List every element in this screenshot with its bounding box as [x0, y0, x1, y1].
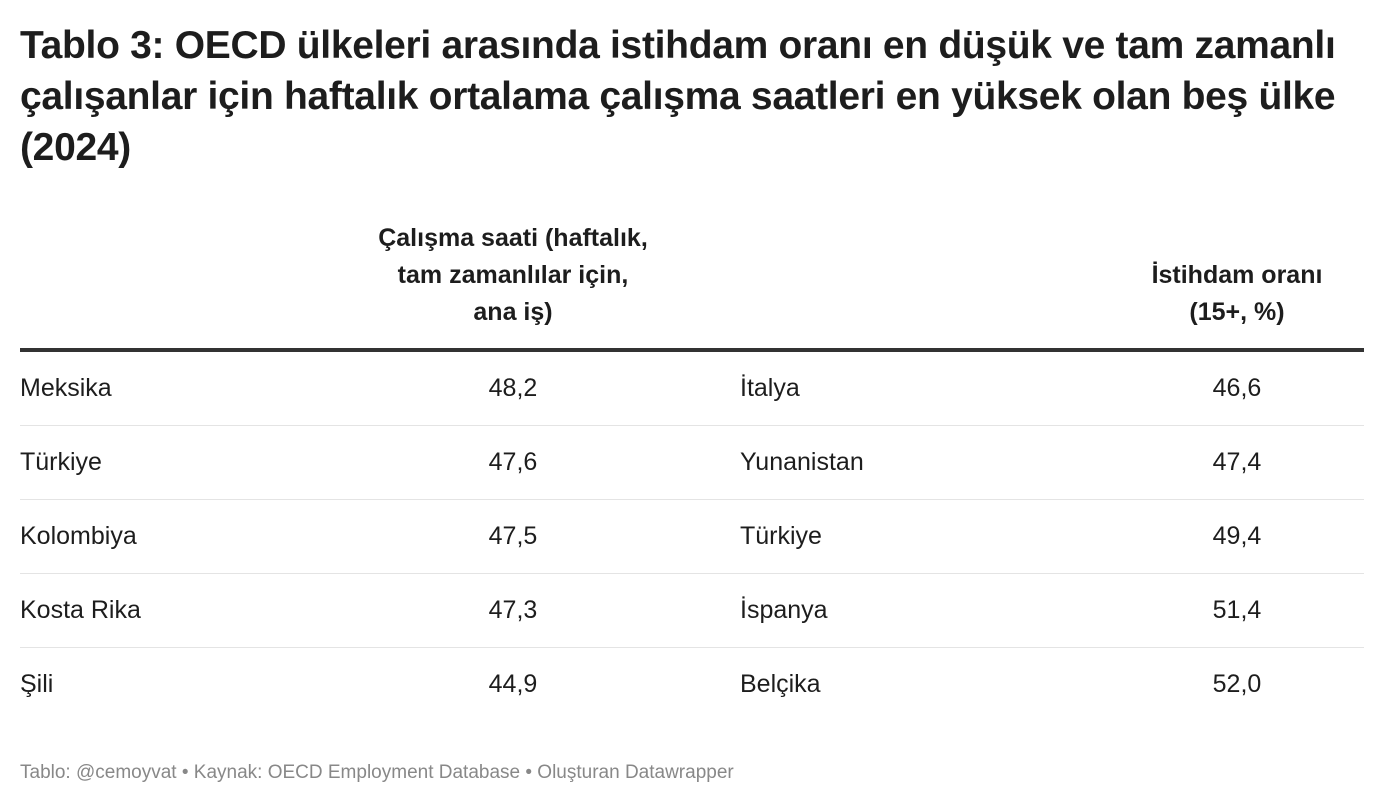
cell-employment-value: 52,0 — [1212, 670, 1262, 698]
cell-country-employment: Türkiye — [740, 522, 822, 550]
cell-hours-value: 47,6 — [488, 448, 538, 476]
cell-employment-value: 46,6 — [1212, 374, 1262, 402]
table-row: Kolombiya 47,5 Türkiye 49,4 — [20, 500, 1364, 574]
cell-country-employment: İspanya — [740, 596, 828, 624]
header-empty — [20, 331, 340, 349]
cell-country-hours: Kosta Rika — [20, 596, 141, 624]
cell-employment-value: 47,4 — [1212, 448, 1262, 476]
cell-country-employment: Yunanistan — [740, 448, 864, 476]
header-hours-line: ana iş) — [473, 298, 553, 326]
header-employment-line: (15+, %) — [1189, 298, 1285, 326]
table-row: Meksika 48,2 İtalya 46,6 — [20, 352, 1364, 426]
cell-country-hours: Şili — [20, 670, 54, 698]
cell-country-employment: Belçika — [740, 670, 821, 698]
data-table: Çalışma saati (haftalık, tam zamanlılar … — [20, 220, 1364, 721]
header-hours-line: tam zamanlılar için, — [397, 261, 629, 289]
cell-employment-value: 49,4 — [1212, 522, 1262, 550]
header-employment-line: İstihdam oranı — [1151, 261, 1323, 289]
cell-hours-value: 44,9 — [488, 670, 538, 698]
table-row: Kosta Rika 47,3 İspanya 51,4 — [20, 574, 1364, 648]
table-row: Şili 44,9 Belçika 52,0 — [20, 648, 1364, 721]
table-header: Çalışma saati (haftalık, tam zamanlılar … — [20, 220, 1364, 352]
cell-country-hours: Kolombiya — [20, 522, 137, 550]
cell-employment-value: 51,4 — [1212, 596, 1262, 624]
footer-source: Tablo: @cemoyvat • Kaynak: OECD Employme… — [20, 762, 734, 783]
page-title: Tablo 3: OECD ülkeleri arasında istihdam… — [20, 24, 1336, 169]
header-empty-2 — [740, 331, 1110, 349]
cell-country-employment: İtalya — [740, 374, 800, 402]
header-hours-line: Çalışma saati (haftalık, — [378, 224, 648, 252]
header-spacer — [686, 331, 740, 349]
header-hours: Çalışma saati (haftalık, tam zamanlılar … — [340, 220, 686, 349]
cell-hours-value: 47,3 — [488, 596, 538, 624]
table-row: Türkiye 47,6 Yunanistan 47,4 — [20, 426, 1364, 500]
header-employment: İstihdam oranı (15+, %) — [1110, 257, 1364, 349]
cell-country-hours: Türkiye — [20, 448, 102, 476]
cell-hours-value: 47,5 — [488, 522, 538, 550]
cell-country-hours: Meksika — [20, 374, 112, 402]
cell-hours-value: 48,2 — [488, 374, 538, 402]
